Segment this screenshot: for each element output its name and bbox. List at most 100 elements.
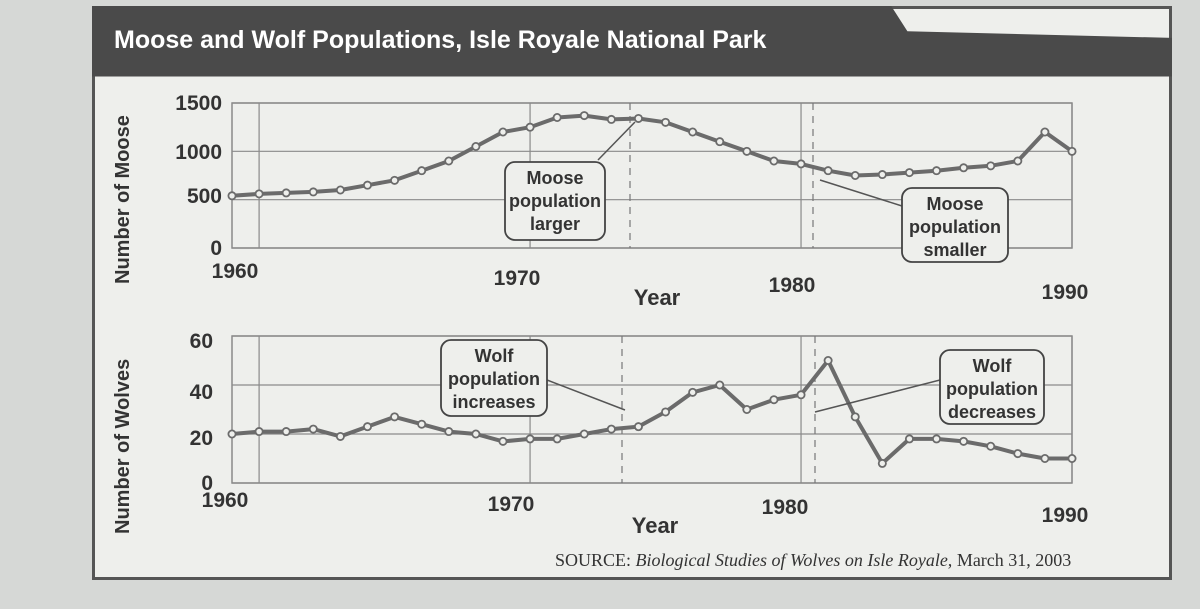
- moose-data-point: [1067, 146, 1077, 156]
- wolf-data-point: [390, 412, 400, 422]
- moose-data-point: [1013, 156, 1023, 166]
- wolf-data-point: [444, 427, 454, 437]
- moose-annotation-leader: [819, 179, 903, 207]
- wolf-x-tick-label: 1990: [1042, 504, 1089, 527]
- moose-annotation-text: Moose: [926, 194, 983, 214]
- moose-data-point: [362, 180, 372, 190]
- moose-data-point: [877, 170, 887, 180]
- wolf-data-point: [796, 390, 806, 400]
- wolf-chart: 0 20 40 60 1960 1970 1980 1990 Year Wolf populatio…: [190, 330, 1089, 538]
- moose-data-point: [579, 111, 589, 121]
- moose-data-point: [715, 137, 725, 147]
- moose-data-point: [661, 117, 671, 127]
- chart-frame: [92, 6, 1172, 580]
- wolf-annotation-text: increases: [452, 392, 535, 412]
- wolf-y-tick-label: 40: [190, 381, 213, 404]
- moose-data-point: [796, 159, 806, 169]
- wolf-data-point: [254, 427, 264, 437]
- moose-annotation-text: population: [909, 217, 1001, 237]
- wolf-data-point: [742, 404, 752, 414]
- wolf-annotation-box: [939, 349, 1045, 425]
- wolf-data-point: [227, 429, 237, 439]
- moose-y-tick-label: 1500: [175, 92, 222, 115]
- moose-x-tick-label: 1980: [769, 274, 816, 297]
- wolf-y-tick-label: 20: [190, 427, 213, 450]
- wolf-data-point: [498, 436, 508, 446]
- moose-y-tick-label: 0: [210, 237, 222, 260]
- moose-data-point: [308, 187, 318, 197]
- wolf-y-tick-label: 60: [190, 330, 213, 353]
- moose-data-point: [417, 166, 427, 176]
- moose-data-point: [390, 175, 400, 185]
- wolf-y-tick-label: 0: [201, 472, 213, 495]
- wolf-data-point: [1067, 453, 1077, 463]
- moose-data-point: [823, 166, 833, 176]
- moose-data-point: [1040, 127, 1050, 137]
- source-date: March 31, 2003: [956, 550, 1072, 570]
- moose-annotation-box: [901, 187, 1009, 263]
- moose-data-point: [932, 166, 942, 176]
- moose-y-axis-title: Number of Moose: [112, 115, 134, 284]
- wolf-series-line: [231, 358, 1072, 466]
- wolf-x-axis-title: Year: [632, 513, 679, 538]
- wolf-annotation-text: Wolf: [973, 356, 1013, 376]
- wolf-data-point: [552, 434, 562, 444]
- moose-data-point: [904, 168, 914, 178]
- source-work: Biological Studies of Wolves on Isle Roy…: [635, 550, 953, 570]
- moose-data-point: [688, 127, 698, 137]
- wolf-annotation-text: population: [946, 379, 1038, 399]
- wolf-data-point: [525, 434, 535, 444]
- moose-y-tick-label: 1000: [175, 141, 222, 164]
- moose-data-point: [254, 189, 264, 199]
- moose-annotation-text: smaller: [923, 240, 986, 260]
- wolf-data-point: [633, 422, 643, 432]
- moose-x-tick-label: 1990: [1042, 281, 1089, 304]
- moose-x-tick-label: 1960: [212, 260, 259, 283]
- wolf-data-point: [579, 429, 589, 439]
- wolf-data-point: [769, 395, 779, 405]
- wolf-y-axis-title: Number of Wolves: [112, 358, 134, 534]
- moose-data-point: [742, 146, 752, 156]
- moose-x-axis-title: Year: [634, 285, 681, 310]
- wolf-data-point: [335, 431, 345, 441]
- moose-data-point: [552, 113, 562, 123]
- moose-data-point: [471, 141, 481, 151]
- wolf-data-point: [362, 422, 372, 432]
- moose-data-point: [525, 122, 535, 132]
- moose-annotation-leader: [597, 121, 636, 161]
- moose-annotation-text: population: [509, 191, 601, 211]
- moose-data-point: [498, 127, 508, 137]
- wolf-data-point: [986, 441, 996, 451]
- moose-data-point: [335, 185, 345, 195]
- moose-data-point: [444, 156, 454, 166]
- source-line: SOURCE: Biological Studies of Wolves on …: [555, 550, 1071, 571]
- wolf-annotation-text: population: [448, 369, 540, 389]
- wolf-data-point: [281, 427, 291, 437]
- wolf-data-point: [1040, 453, 1050, 463]
- moose-annotation-box: [504, 161, 606, 241]
- moose-data-point: [281, 188, 291, 198]
- wolf-data-point: [1013, 449, 1023, 459]
- moose-data-point: [986, 161, 996, 171]
- moose-data-point: [606, 114, 616, 124]
- wolf-data-point: [904, 434, 914, 444]
- moose-data-point: [959, 163, 969, 173]
- moose-annotation-text: Moose: [526, 168, 583, 188]
- wolf-data-point: [715, 380, 725, 390]
- wolf-data-point: [823, 355, 833, 365]
- wolf-data-point: [850, 412, 860, 422]
- moose-data-point: [769, 156, 779, 166]
- wolf-data-point: [606, 424, 616, 434]
- moose-x-tick-label: 1970: [494, 267, 541, 290]
- wolf-data-point: [688, 387, 698, 397]
- wolf-annotation-text: decreases: [948, 402, 1036, 422]
- moose-data-point: [850, 170, 860, 180]
- wolf-data-point: [308, 424, 318, 434]
- moose-annotation-text: larger: [530, 214, 580, 234]
- wolf-data-point: [932, 434, 942, 444]
- wolf-x-tick-label: 1970: [488, 493, 535, 516]
- chart-title: Moose and Wolf Populations, Isle Royale …: [114, 26, 767, 54]
- wolf-data-point: [661, 407, 671, 417]
- wolf-annotation-leader: [814, 379, 941, 413]
